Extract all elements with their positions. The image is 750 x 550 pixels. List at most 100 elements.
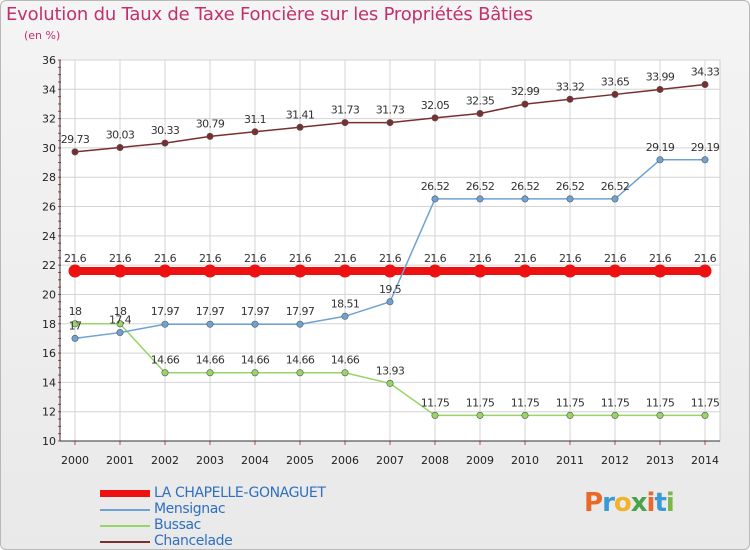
data-label: 32.99	[511, 85, 540, 98]
data-label: 32.05	[421, 99, 450, 112]
data-label: 21.6	[559, 252, 582, 265]
x-tick-label: 2010	[511, 454, 539, 467]
data-label: 14.66	[286, 354, 315, 367]
data-label: 18	[114, 305, 127, 318]
y-tick-label: 22	[42, 259, 56, 272]
data-point	[701, 156, 709, 164]
data-point	[656, 156, 664, 164]
data-point	[206, 369, 214, 377]
data-label: 18	[69, 305, 82, 318]
data-point	[566, 95, 574, 103]
data-point	[431, 114, 439, 122]
data-point	[68, 264, 82, 278]
data-label: 17.4	[109, 314, 132, 327]
data-point	[341, 369, 349, 377]
y-tick-label: 30	[42, 142, 56, 155]
data-label: 13.93	[376, 364, 405, 377]
data-label: 17.97	[151, 305, 180, 318]
logo-letter: i	[665, 488, 675, 518]
data-point	[698, 264, 712, 278]
data-label: 11.75	[421, 396, 450, 409]
data-label: 19.5	[379, 283, 402, 296]
logo-letter: r	[602, 488, 615, 518]
data-point	[473, 264, 487, 278]
y-tick-label: 34	[42, 83, 56, 96]
legend-swatch	[100, 541, 150, 543]
data-label: 31.41	[286, 108, 315, 121]
data-point	[386, 298, 394, 306]
y-tick-label: 12	[42, 406, 56, 419]
data-label: 21.6	[244, 252, 267, 265]
y-tick-label: 26	[42, 201, 56, 214]
data-label: 29.19	[646, 141, 675, 154]
data-point	[341, 119, 349, 127]
data-label: 33.99	[646, 70, 675, 83]
data-point	[71, 148, 79, 156]
data-point	[71, 320, 79, 328]
legend-swatch	[100, 509, 150, 511]
data-label: 21.6	[604, 252, 627, 265]
logo-letter: i	[646, 488, 656, 518]
data-label: 31.73	[331, 104, 360, 117]
data-point	[341, 312, 349, 320]
data-label: 17.97	[196, 305, 225, 318]
data-point	[206, 320, 214, 328]
x-tick-label: 2009	[466, 454, 494, 467]
x-tick-label: 2006	[331, 454, 359, 467]
data-point	[521, 195, 529, 203]
data-point	[71, 334, 79, 342]
data-label: 33.32	[556, 80, 585, 93]
logo-letter: P	[584, 488, 603, 518]
legend-label: Chancelade	[154, 533, 233, 549]
logo-letter: t	[654, 488, 666, 518]
data-label: 30.03	[106, 128, 135, 141]
data-label: 21.6	[694, 252, 717, 265]
data-label: 33.65	[601, 75, 630, 88]
data-point	[116, 329, 124, 337]
data-label: 11.75	[601, 396, 630, 409]
data-label: 26.52	[601, 180, 630, 193]
data-label: 31.73	[376, 104, 405, 117]
y-tick-label: 20	[42, 288, 56, 301]
data-point	[296, 320, 304, 328]
data-label: 31.1	[244, 113, 266, 126]
data-label: 11.75	[466, 396, 495, 409]
data-point	[296, 369, 304, 377]
y-tick-label: 24	[42, 230, 56, 243]
data-point	[383, 264, 397, 278]
data-point	[203, 264, 217, 278]
data-label: 11.75	[556, 396, 585, 409]
data-label: 29.19	[691, 141, 720, 154]
legend-swatch	[100, 490, 150, 497]
legend-swatch	[100, 525, 150, 527]
data-label: 17	[69, 319, 82, 332]
data-point	[293, 264, 307, 278]
data-point	[611, 90, 619, 98]
data-label: 21.6	[334, 252, 357, 265]
data-label: 21.6	[289, 252, 312, 265]
data-point	[521, 411, 529, 419]
data-label: 14.66	[196, 354, 225, 367]
x-tick-label: 2014	[691, 454, 719, 467]
data-label: 21.6	[154, 252, 177, 265]
data-point	[428, 264, 442, 278]
data-label: 21.6	[424, 252, 447, 265]
data-point	[206, 132, 214, 140]
data-label: 21.6	[514, 252, 537, 265]
data-point	[653, 264, 667, 278]
x-tick-label: 2011	[556, 454, 584, 467]
y-tick-label: 32	[42, 113, 56, 126]
data-label: 11.75	[691, 396, 720, 409]
data-label: 30.79	[196, 117, 225, 130]
data-point	[386, 379, 394, 387]
data-point	[158, 264, 172, 278]
data-label: 21.6	[64, 252, 87, 265]
data-point	[611, 195, 619, 203]
data-point	[608, 264, 622, 278]
data-point	[656, 85, 664, 93]
legend-label: LA CHAPELLE-GONAGUET	[154, 485, 326, 501]
data-label: 21.6	[649, 252, 672, 265]
y-tick-label: 10	[42, 435, 56, 448]
data-label: 26.52	[421, 180, 450, 193]
